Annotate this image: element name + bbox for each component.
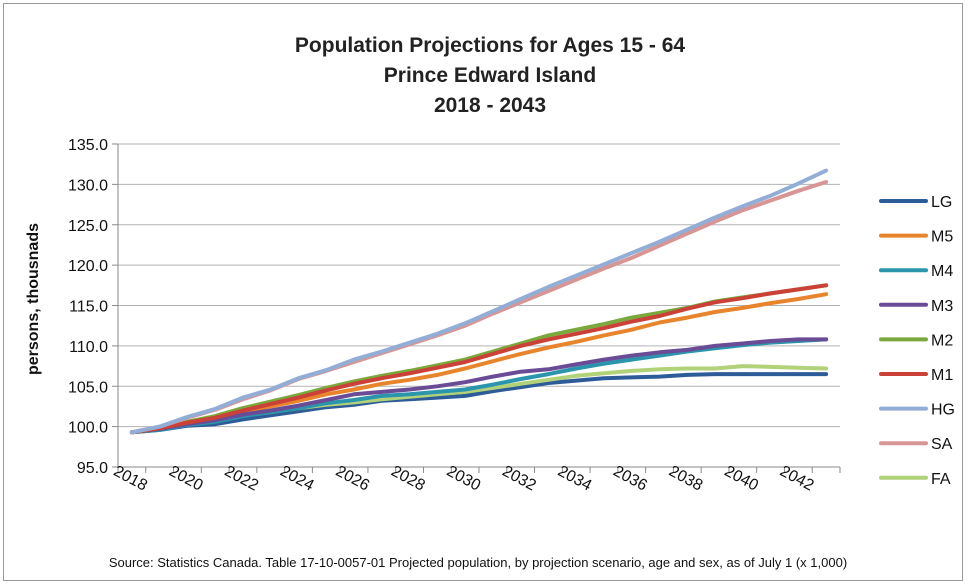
legend: LG M5 M4 M3 M2 M1 HG SA FA: [879, 194, 955, 488]
legend-label-lg: LG: [931, 194, 952, 211]
series-lines: [129, 168, 829, 435]
x-tick-label-2: 2022: [222, 463, 261, 495]
x-axis-ticks: 2018 2020 2022 2024 2026 2028 2030 2032 2034 2036…: [111, 463, 841, 495]
y-tick-label-2: 105.0: [68, 379, 108, 396]
x-tick-label-7: 2032: [499, 463, 538, 495]
y-tick-label-3: 110.0: [69, 339, 108, 356]
source-note: Source: Statistics Canada. Table 17-10-0…: [109, 555, 847, 570]
legend-label-m1: M1: [931, 367, 953, 384]
x-tick-label-0: 2018: [111, 463, 150, 495]
x-tick-label-10: 2038: [666, 463, 705, 495]
y-tick-label-8: 135.0: [68, 137, 108, 154]
x-tick-label-12: 2042: [777, 463, 816, 495]
series-line-lg: [129, 372, 829, 435]
chart-frame: [3, 3, 963, 581]
x-tick-label-6: 2030: [444, 463, 483, 495]
x-tick-label-11: 2040: [722, 463, 761, 495]
y-axis-label: persons, thousnads: [25, 223, 42, 375]
legend-label-m3: M3: [931, 298, 953, 315]
x-tick-label-3: 2024: [277, 463, 316, 495]
y-tick-label-1: 100.0: [68, 420, 108, 437]
legend-label-hg: HG: [931, 402, 955, 419]
y-tick-label-0: 95.0: [77, 460, 108, 477]
y-tick-label-7: 130.0: [68, 177, 108, 194]
y-tick-label-5: 120.0: [68, 258, 108, 275]
x-tick-label-5: 2028: [388, 463, 427, 495]
y-tick-label-6: 125.0: [68, 218, 108, 235]
series-line-hg: [129, 168, 829, 435]
legend-label-fa: FA: [931, 471, 951, 488]
legend-label-m2: M2: [931, 332, 953, 349]
y-axis-ticks: 95.0 100.0 105.0 110.0 115.0 120.0 125.0 130.0 1…: [68, 137, 118, 477]
legend-label-sa: SA: [931, 436, 953, 453]
x-tick-label-8: 2034: [555, 463, 594, 495]
x-tick-label-1: 2020: [166, 463, 205, 495]
legend-label-m5: M5: [931, 229, 953, 246]
y-tick-label-4: 115.0: [69, 299, 108, 316]
chart-subtitle-years: 2018 - 2043: [434, 94, 546, 117]
legend-label-m4: M4: [931, 263, 953, 280]
series-line-m1: [129, 283, 829, 435]
chart-subtitle: Prince Edward Island: [384, 64, 596, 87]
x-tick-label-9: 2036: [610, 463, 649, 495]
series-line-m3: [129, 337, 829, 435]
chart-title: Population Projections for Ages 15 - 64: [295, 34, 685, 57]
x-tick-label-4: 2026: [333, 463, 372, 495]
